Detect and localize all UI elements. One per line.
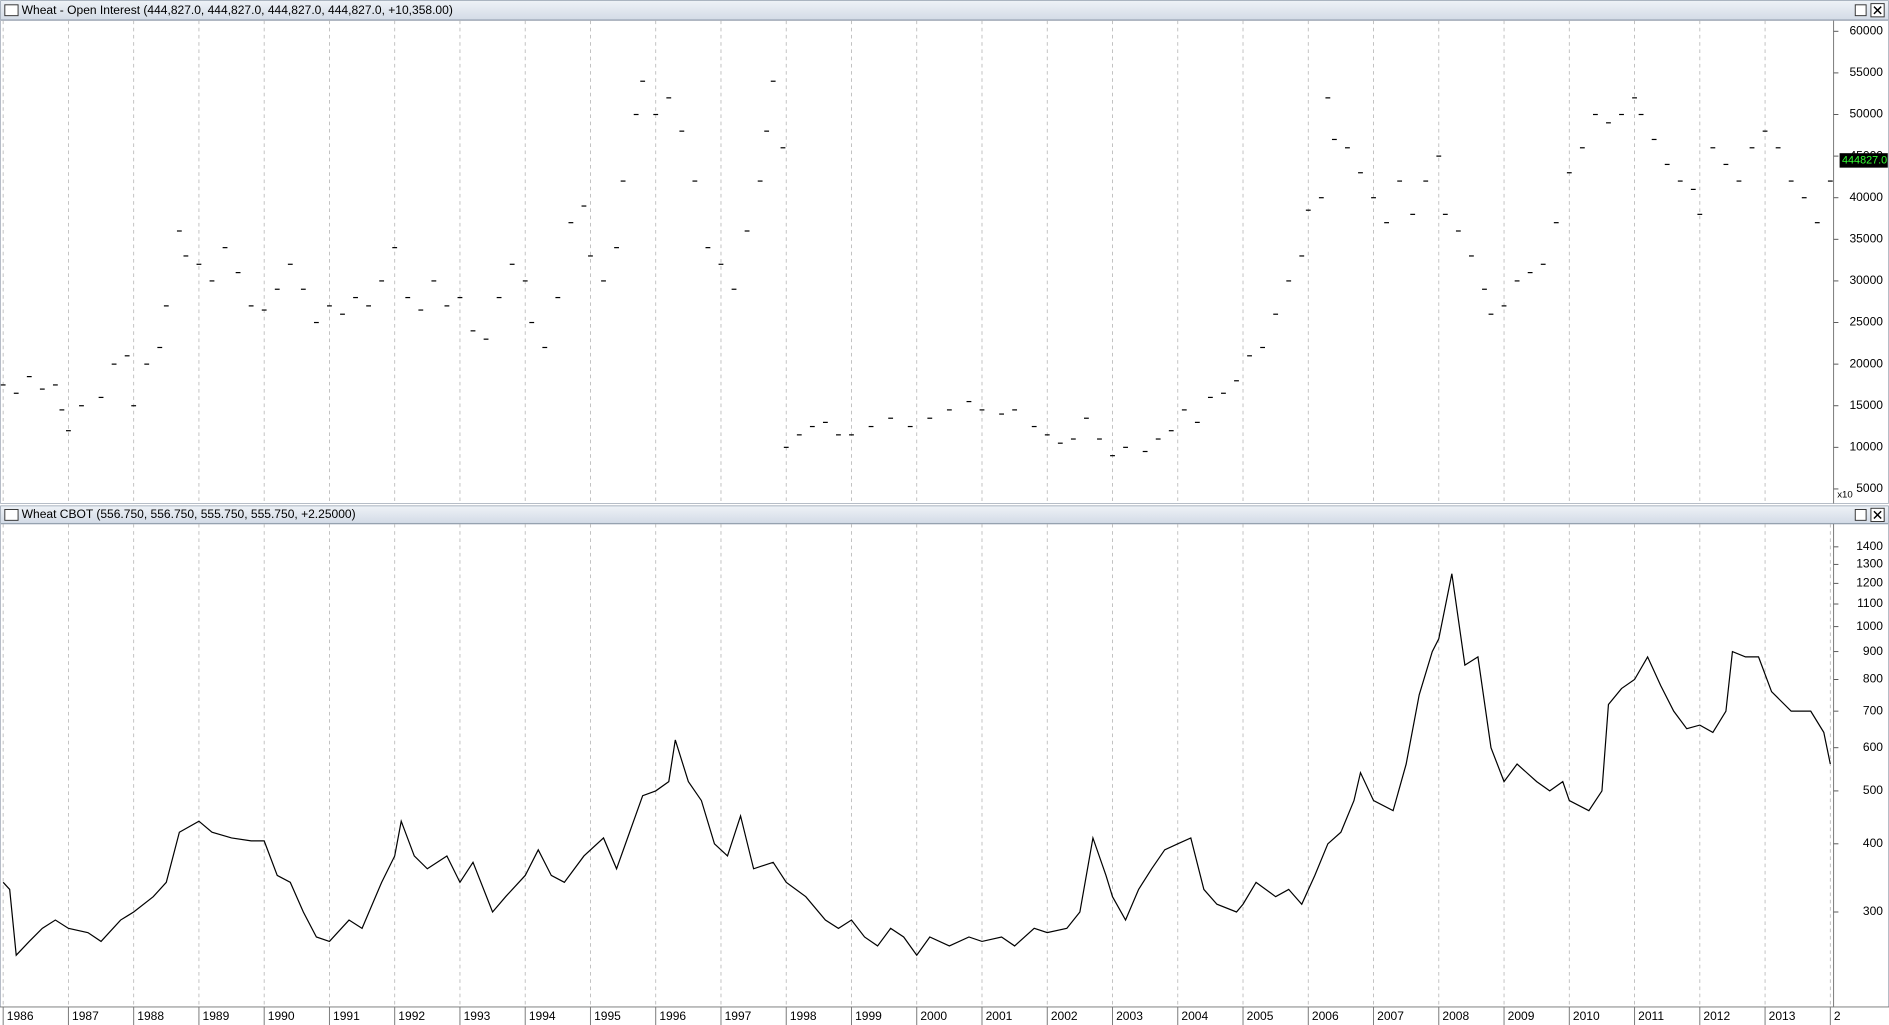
x-tick-label: 1990 [268, 1009, 295, 1023]
y-tick-label: 15000 [1850, 398, 1884, 412]
x-tick-label: 1995 [594, 1009, 621, 1023]
x-tick-label: 1996 [659, 1009, 686, 1023]
x-tick-label: 2012 [1703, 1009, 1730, 1023]
x-tick-label: 1991 [333, 1009, 360, 1023]
x-tick-label: 2005 [1247, 1009, 1274, 1023]
x-tick-label: 1999 [855, 1009, 882, 1023]
x-tick-label: 1994 [529, 1009, 556, 1023]
y-tick-label: 1000 [1856, 619, 1883, 633]
title-bar [0, 505, 1889, 524]
maximize-button[interactable] [1854, 509, 1867, 521]
maximize-button[interactable] [1854, 4, 1867, 17]
x-tick-label: 2001 [986, 1009, 1013, 1023]
panel-icon [4, 509, 19, 521]
panel-icon [4, 4, 19, 17]
y-tick-label: 40000 [1850, 190, 1884, 204]
y-tick-label: 30000 [1850, 273, 1884, 287]
y-tick-label: 35000 [1850, 232, 1884, 246]
y-tick-label: 5000 [1856, 481, 1883, 495]
x-tick-label: 2007 [1377, 1009, 1404, 1023]
y-tick-label: 50000 [1850, 107, 1884, 121]
x-tick-label: 2 [1834, 1009, 1841, 1023]
x-tick-label: 2009 [1508, 1009, 1535, 1023]
x-tick-label: 1987 [72, 1009, 99, 1023]
x-tick-label: 2002 [1051, 1009, 1078, 1023]
y-tick-label: 60000 [1850, 23, 1884, 37]
y-tick-label: 700 [1863, 703, 1883, 717]
x-tick-label: 2013 [1769, 1009, 1796, 1023]
panel-title: Wheat - Open Interest (444,827.0, 444,82… [22, 3, 453, 17]
price-line [2, 573, 1831, 957]
x-tick-label: 2006 [1312, 1009, 1339, 1023]
y-tick-label: 25000 [1850, 315, 1884, 329]
close-icon [1873, 6, 1882, 15]
close-icon [1873, 510, 1882, 520]
x-tick-label: 2011 [1638, 1009, 1664, 1023]
last-value-box [1839, 153, 1888, 168]
panel-title: Wheat CBOT (556.750, 556.750, 555.750, 5… [22, 507, 356, 521]
x-tick-label: 2008 [1442, 1009, 1469, 1023]
x-tick-label: 1992 [398, 1009, 425, 1023]
scale-note: x10 [1837, 490, 1853, 501]
x-tick-label: 1986 [7, 1009, 34, 1023]
x-tick-label: 2000 [920, 1009, 947, 1023]
y-tick-label: 1100 [1857, 596, 1883, 610]
y-tick-label: 20000 [1850, 356, 1884, 370]
y-tick-label: 400 [1863, 836, 1883, 850]
x-tick-label: 1993 [464, 1009, 491, 1023]
y-tick-label: 800 [1863, 672, 1883, 686]
y-tick-label: 500 [1863, 783, 1883, 797]
x-tick-label: 2003 [1116, 1009, 1143, 1023]
y-tick-label: 600 [1863, 740, 1883, 754]
y-tick-label: 55000 [1850, 65, 1884, 79]
panel-frame [0, 20, 1889, 504]
y-tick-label: 1200 [1856, 576, 1883, 590]
y-tick-label: 10000 [1850, 440, 1884, 454]
x-tick-label: 1998 [790, 1009, 817, 1023]
y-tick-label: 900 [1863, 644, 1883, 658]
y-tick-label: 1300 [1856, 557, 1883, 571]
last-value-label: 444827.0 [1842, 154, 1887, 166]
x-tick-label: 1989 [203, 1009, 230, 1023]
x-tick-label: 2010 [1573, 1009, 1600, 1023]
y-tick-label: 300 [1863, 904, 1883, 918]
title-bar [0, 0, 1889, 21]
x-tick-label: 1997 [725, 1009, 752, 1023]
x-tick-label: 1988 [137, 1009, 164, 1023]
y-tick-label: 1400 [1856, 539, 1883, 553]
x-tick-label: 2004 [1181, 1009, 1208, 1023]
